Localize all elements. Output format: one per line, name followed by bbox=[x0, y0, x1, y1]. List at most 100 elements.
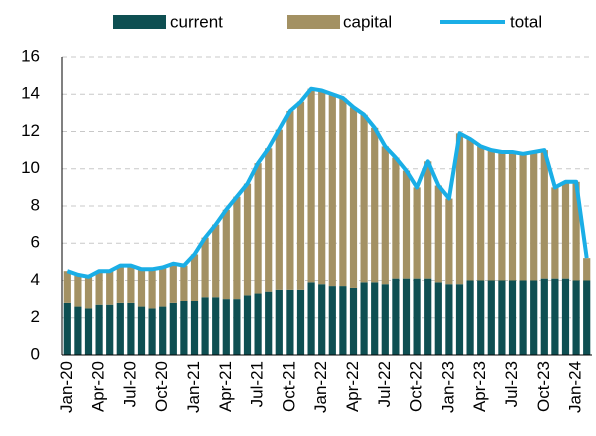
bar bbox=[275, 289, 283, 355]
bar bbox=[530, 280, 538, 355]
legend-swatch bbox=[287, 15, 340, 29]
bar bbox=[95, 304, 103, 355]
bar bbox=[519, 280, 527, 355]
bar bbox=[106, 304, 114, 355]
bar bbox=[392, 157, 400, 279]
y-tick-label: 4 bbox=[31, 270, 40, 289]
bar bbox=[402, 170, 411, 279]
x-tick-label: Apr-20 bbox=[89, 361, 108, 412]
bar bbox=[318, 284, 326, 355]
bar bbox=[190, 300, 199, 355]
x-tick-label: Jul-20 bbox=[120, 361, 139, 407]
bar bbox=[95, 271, 103, 305]
bar bbox=[455, 284, 464, 355]
bar bbox=[445, 284, 453, 355]
legend-label: current bbox=[170, 12, 223, 31]
bar bbox=[339, 97, 347, 287]
bar bbox=[127, 302, 135, 355]
bar bbox=[275, 129, 283, 290]
bar bbox=[328, 94, 336, 287]
bar bbox=[307, 88, 315, 283]
bar bbox=[477, 280, 485, 355]
x-tick-label: Jan-20 bbox=[57, 361, 76, 413]
bar bbox=[371, 127, 379, 283]
bar bbox=[296, 289, 305, 355]
bar bbox=[466, 138, 474, 281]
bar bbox=[551, 278, 559, 355]
legend-label: capital bbox=[343, 12, 392, 31]
bar bbox=[63, 271, 71, 303]
bar bbox=[551, 187, 559, 279]
y-tick-label: 2 bbox=[31, 307, 40, 326]
bar bbox=[63, 302, 71, 355]
bar bbox=[127, 265, 135, 303]
bar bbox=[498, 151, 506, 281]
y-tick-label: 8 bbox=[31, 195, 40, 214]
bar bbox=[243, 183, 252, 296]
bar bbox=[349, 287, 358, 355]
bar bbox=[137, 269, 146, 307]
y-tick-label: 10 bbox=[21, 158, 40, 177]
bar bbox=[233, 196, 241, 300]
legend-label: total bbox=[510, 12, 542, 31]
bar bbox=[360, 114, 368, 283]
bar bbox=[137, 306, 146, 355]
bar bbox=[169, 263, 177, 303]
bar bbox=[84, 308, 93, 355]
bar bbox=[530, 151, 538, 281]
x-tick-label: Jan-22 bbox=[311, 361, 330, 413]
x-tick-label: Jan-21 bbox=[184, 361, 203, 413]
bar bbox=[190, 254, 199, 301]
x-tick-label: Apr-22 bbox=[343, 361, 362, 412]
bar bbox=[424, 161, 432, 279]
bar bbox=[466, 280, 474, 355]
x-tick-label: Apr-23 bbox=[470, 361, 489, 412]
bar bbox=[180, 300, 188, 355]
x-tick-label: Jan-24 bbox=[566, 361, 585, 413]
bar bbox=[381, 146, 389, 285]
bar bbox=[296, 101, 305, 290]
bar bbox=[169, 302, 177, 355]
bar bbox=[360, 282, 368, 355]
bar bbox=[74, 274, 82, 307]
x-tick-label: Jul-21 bbox=[248, 361, 267, 407]
bar bbox=[148, 269, 156, 309]
bar bbox=[201, 297, 209, 355]
bar bbox=[265, 291, 273, 355]
y-tick-label: 12 bbox=[21, 121, 40, 140]
x-tick-label: Jul-23 bbox=[502, 361, 521, 407]
bar bbox=[572, 181, 580, 281]
bar bbox=[222, 209, 230, 300]
bar bbox=[561, 278, 570, 355]
bar bbox=[222, 299, 230, 355]
bar bbox=[477, 146, 485, 281]
y-tick-label: 6 bbox=[31, 233, 40, 252]
x-tick-label: Jul-22 bbox=[375, 361, 394, 407]
bar bbox=[201, 237, 209, 298]
y-tick-label: 0 bbox=[31, 344, 40, 363]
bar bbox=[572, 280, 580, 355]
x-tick-label: Oct-21 bbox=[279, 361, 298, 412]
x-tick-label: Apr-21 bbox=[216, 361, 235, 412]
y-tick-label: 14 bbox=[21, 84, 40, 103]
bar bbox=[212, 224, 220, 298]
bar bbox=[286, 111, 294, 290]
bar bbox=[434, 282, 442, 355]
bar bbox=[381, 284, 389, 355]
bar bbox=[445, 198, 453, 285]
legend-swatch bbox=[113, 15, 166, 29]
x-tick-label: Oct-22 bbox=[407, 361, 426, 412]
bar bbox=[254, 293, 262, 355]
bar bbox=[413, 187, 421, 279]
bar bbox=[424, 278, 432, 355]
bar bbox=[106, 271, 114, 305]
bar bbox=[508, 280, 517, 355]
x-tick-label: Oct-20 bbox=[152, 361, 171, 412]
bar bbox=[487, 150, 495, 281]
bar bbox=[318, 90, 326, 285]
bar bbox=[583, 280, 591, 355]
bar bbox=[233, 299, 241, 355]
x-tick-label: Jan-23 bbox=[438, 361, 457, 413]
bar bbox=[371, 282, 379, 355]
